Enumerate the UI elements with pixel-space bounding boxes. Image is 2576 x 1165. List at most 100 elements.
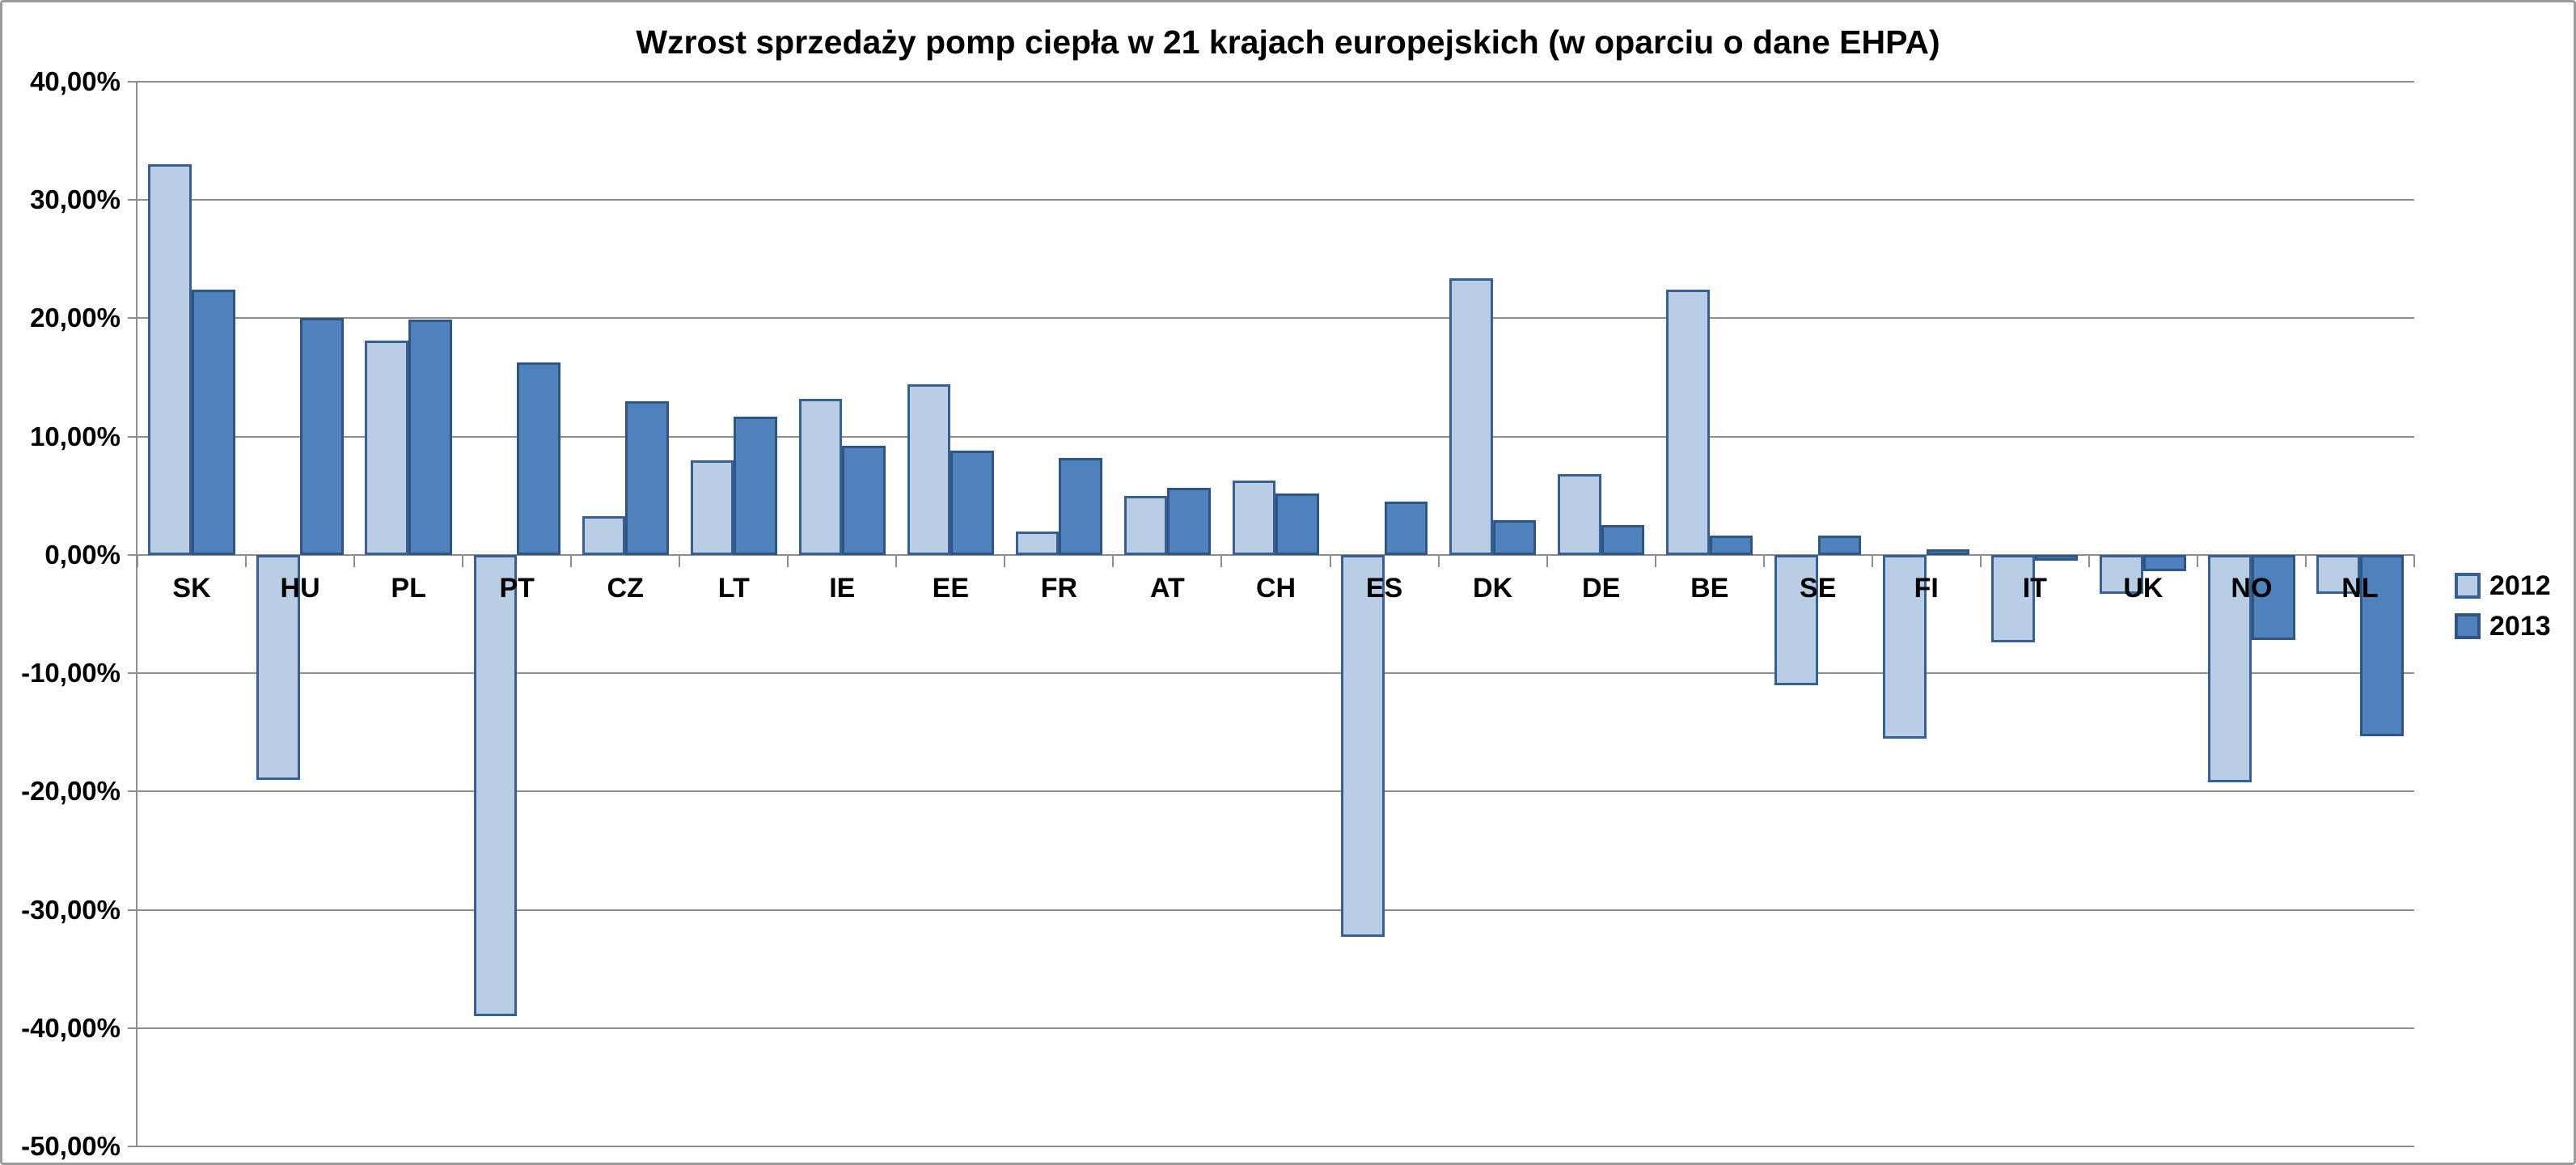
category-label-AT: AT: [1150, 572, 1185, 604]
bar-SE-2013: [1817, 536, 1862, 555]
bar-NO-2012: [2208, 554, 2252, 782]
bar-group-NL: [2306, 82, 2414, 1146]
bar-SK-2013: [192, 290, 235, 555]
y-tick-label: 30,00%: [30, 184, 121, 215]
category-label-IE: IE: [829, 572, 856, 604]
bar-UK-2012: [2100, 554, 2143, 595]
category-axis-tick: [245, 554, 247, 567]
category-label-CH: CH: [1255, 572, 1296, 604]
bar-group-DK: [1439, 82, 1547, 1146]
bar-group-IE: [788, 82, 896, 1146]
legend-item-2013: 2013: [2455, 612, 2551, 640]
category-axis-tick: [2413, 554, 2415, 567]
bar-BE-2012: [1666, 290, 1710, 555]
legend-swatch-2013: [2455, 613, 2481, 639]
category-label-NL: NL: [2341, 572, 2379, 604]
gridline: [128, 790, 2414, 793]
category-axis-tick: [679, 554, 681, 567]
bar-EE-2013: [950, 451, 994, 555]
bar-ES-2012: [1340, 554, 1385, 938]
bar-NL-2012: [2316, 554, 2360, 595]
bar-SE-2012: [1774, 554, 1818, 685]
category-label-NO: NO: [2231, 572, 2273, 604]
bar-HU-2013: [300, 318, 344, 555]
bar-DK-2012: [1449, 277, 1493, 555]
category-axis-tick: [787, 554, 789, 567]
category-label-HU: HU: [280, 572, 320, 604]
category-axis-tick: [353, 554, 356, 567]
bar-group-SE: [1764, 82, 1872, 1146]
gridline: [128, 1027, 2414, 1029]
category-axis-tick: [1979, 554, 1982, 567]
category-label-IT: IT: [2022, 572, 2047, 604]
bar-IT-2013: [2034, 554, 2079, 561]
bar-group-NO: [2197, 82, 2306, 1146]
bar-LT-2012: [690, 460, 734, 555]
bar-AT-2012: [1123, 495, 1168, 555]
gridline: [128, 909, 2414, 911]
category-label-UK: UK: [2123, 572, 2164, 604]
category-label-SE: SE: [1800, 572, 1837, 604]
gridline: [128, 435, 2414, 438]
zero-axis-line: [128, 553, 2414, 556]
bar-group-CH: [1221, 82, 1330, 1146]
category-axis-tick: [1220, 554, 1223, 567]
legend-label-2013: 2013: [2489, 611, 2551, 642]
gridline: [128, 199, 2414, 201]
bar-group-HU: [246, 82, 354, 1146]
bar-FR-2013: [1059, 457, 1102, 555]
category-axis-tick: [2196, 554, 2198, 567]
category-axis-tick: [895, 554, 898, 567]
category-axis-tick: [1871, 554, 1873, 567]
bar-DE-2012: [1558, 474, 1601, 555]
category-axis-tick: [137, 554, 138, 567]
bar-FI-2012: [1883, 554, 1927, 739]
category-axis-tick: [1654, 554, 1656, 567]
category-label-FR: FR: [1040, 572, 1078, 604]
y-axis-tick-labels: 40,00% 30,00% 20,00% 10,00% 0,00% -10,00% -20,…: [2, 66, 121, 1161]
category-label-CZ: CZ: [607, 572, 644, 604]
legend-item-2012: 2012: [2455, 572, 2551, 599]
bar-SK-2012: [148, 164, 192, 555]
bar-group-FI: [1872, 82, 1981, 1146]
bar-group-AT: [1113, 82, 1221, 1146]
y-tick-label: -40,00%: [21, 1012, 121, 1043]
y-tick-label: 20,00%: [30, 303, 121, 333]
bar-PT-2012: [473, 554, 518, 1017]
category-axis-tick: [1437, 554, 1440, 567]
bar-ES-2013: [1384, 502, 1428, 555]
y-axis-line: [136, 82, 137, 1146]
bar-IT-2012: [1991, 554, 2035, 643]
bar-group-PL: [354, 82, 463, 1146]
y-tick-label: -30,00%: [21, 894, 121, 925]
y-tick-label: 0,00%: [44, 539, 121, 570]
bar-LT-2013: [734, 416, 777, 555]
bar-group-IT: [1981, 82, 2089, 1146]
bar-IE-2013: [842, 446, 886, 555]
category-axis-tick: [1762, 554, 1765, 567]
bar-FR-2012: [1015, 531, 1060, 555]
bar-EE-2012: [907, 384, 951, 555]
bar-NL-2013: [2359, 554, 2404, 736]
category-axis-tick: [1112, 554, 1115, 567]
bar-BE-2013: [1709, 536, 1753, 555]
category-label-ES: ES: [1365, 572, 1403, 604]
category-label-LT: LT: [717, 572, 750, 604]
bar-group-EE: [896, 82, 1005, 1146]
category-label-BE: BE: [1690, 572, 1729, 604]
category-label-DE: DE: [1582, 572, 1621, 604]
category-axis-tick: [2087, 554, 2090, 567]
bar-DE-2013: [1601, 525, 1645, 555]
bar-group-PT: [463, 82, 571, 1146]
bar-CZ-2013: [625, 400, 669, 555]
gridline: [128, 317, 2414, 320]
category-label-PL: PL: [391, 572, 426, 604]
bar-CH-2012: [1232, 480, 1276, 555]
bar-group-SK: [137, 82, 246, 1146]
legend-swatch-2012: [2455, 573, 2481, 599]
bar-group-CZ: [571, 82, 679, 1146]
bar-CZ-2012: [582, 515, 626, 555]
bar-group-BE: [1656, 82, 1764, 1146]
category-axis-tick: [1546, 554, 1548, 567]
